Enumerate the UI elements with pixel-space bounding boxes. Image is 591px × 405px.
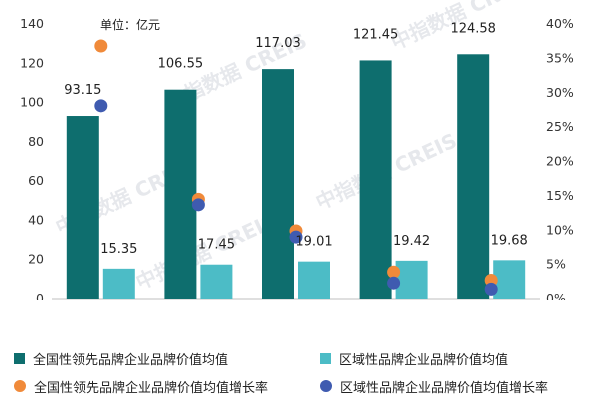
bar <box>164 89 197 300</box>
y-right-tick-label: 40% <box>546 16 574 31</box>
value-labels: 93.15 106.55 117.03 121.45 124.58 15.35 17.45 1… <box>64 21 528 257</box>
y-left-tick-label: 40 <box>28 212 44 227</box>
data-label: 93.15 <box>64 83 101 98</box>
bar <box>102 268 135 299</box>
bar <box>66 116 99 299</box>
legend-item-national-growth: 全国性领先品牌企业品牌价值均值增长率 <box>14 377 320 396</box>
growth-dot <box>191 198 205 212</box>
legend-label-regional-growth: 区域性品牌企业品牌价值均值增长率 <box>340 380 549 396</box>
y-right-tick-label: 30% <box>546 85 574 100</box>
legend-swatch-national-bar <box>14 352 25 364</box>
dots <box>94 39 498 296</box>
unit-label: 单位：亿元 <box>100 17 160 32</box>
growth-dot <box>484 273 498 287</box>
legend-item-regional-growth: 区域性品牌企业品牌价值均值增长率 <box>320 377 548 396</box>
bar <box>262 69 294 299</box>
bar <box>200 264 233 299</box>
legend-label-national-bar: 全国性领先品牌企业品牌价值均值 <box>33 352 229 368</box>
y-left-tick-label: 120 <box>20 55 44 70</box>
legend-label-national-growth: 全国性领先品牌企业品牌价值均值增长率 <box>34 380 269 396</box>
y-right-tick-label: 5% <box>546 257 566 272</box>
data-label: 106.55 <box>158 57 204 72</box>
data-label: 15.35 <box>100 242 137 257</box>
y-left-tick-label: 100 <box>20 95 44 110</box>
data-label: 17.45 <box>198 238 235 253</box>
legend-swatch-regional-growth <box>320 380 332 392</box>
legend-row-1: 全国性领先品牌企业品牌价值均值 区域性品牌企业品牌价值均值 <box>14 344 584 372</box>
bar <box>395 260 428 299</box>
y-right-tick-label: 25% <box>546 119 574 134</box>
data-label: 19.42 <box>393 234 430 249</box>
growth-dot <box>94 99 108 113</box>
y-right-tick-label: 20% <box>546 154 574 169</box>
data-label: 19.68 <box>491 233 528 248</box>
data-label: 121.45 <box>353 27 399 42</box>
legend-item-national-bar: 全国性领先品牌企业品牌价值均值 <box>14 349 320 368</box>
legend-swatch-regional-bar <box>320 352 331 364</box>
legend: 全国性领先品牌企业品牌价值均值 区域性品牌企业品牌价值均值 全国性领先品牌企业品… <box>14 344 584 400</box>
y-right-tick-label: 15% <box>546 188 574 203</box>
legend-row-2: 全国性领先品牌企业品牌价值均值增长率 区域性品牌企业品牌价值均值增长率 <box>14 372 584 400</box>
axes: 0 20 40 60 80 100 120 140 0% 5% 10% 15% 20% 25% 30% 35%… <box>20 16 574 300</box>
y-right-tick-label: 0% <box>546 291 566 300</box>
data-label: 19.01 <box>295 235 332 250</box>
growth-dot <box>289 230 303 244</box>
growth-dot <box>94 39 108 53</box>
y-left-tick-label: 140 <box>20 16 44 31</box>
legend-swatch-national-growth <box>14 380 26 392</box>
bars <box>66 54 526 300</box>
y-right-tick-label: 35% <box>546 50 574 65</box>
growth-dot <box>484 282 498 296</box>
y-left-tick-label: 20 <box>28 252 44 267</box>
y-left-tick-label: 60 <box>28 173 44 188</box>
y-right-tick-label: 10% <box>546 222 574 237</box>
bar <box>457 54 490 299</box>
data-label: 124.58 <box>450 21 496 36</box>
legend-item-regional-bar: 区域性品牌企业品牌价值均值 <box>320 349 508 368</box>
bar <box>493 260 526 299</box>
growth-dot <box>387 265 401 279</box>
y-left-tick-label: 80 <box>28 134 44 149</box>
y-left-tick-label: 0 <box>36 291 44 300</box>
legend-label-regional-bar: 区域性品牌企业品牌价值均值 <box>339 352 509 368</box>
growth-dot <box>387 276 401 290</box>
bar <box>298 261 330 299</box>
bar <box>359 60 392 299</box>
data-label: 117.03 <box>255 36 301 51</box>
